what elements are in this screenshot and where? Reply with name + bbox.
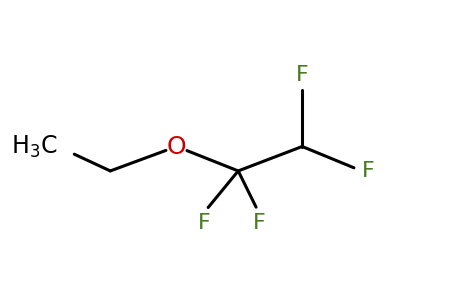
Text: F: F	[296, 65, 309, 85]
Text: F: F	[362, 161, 374, 181]
Text: F: F	[198, 213, 210, 233]
Text: H$_3$C: H$_3$C	[11, 133, 58, 160]
Text: F: F	[253, 213, 265, 233]
Text: O: O	[167, 134, 186, 159]
